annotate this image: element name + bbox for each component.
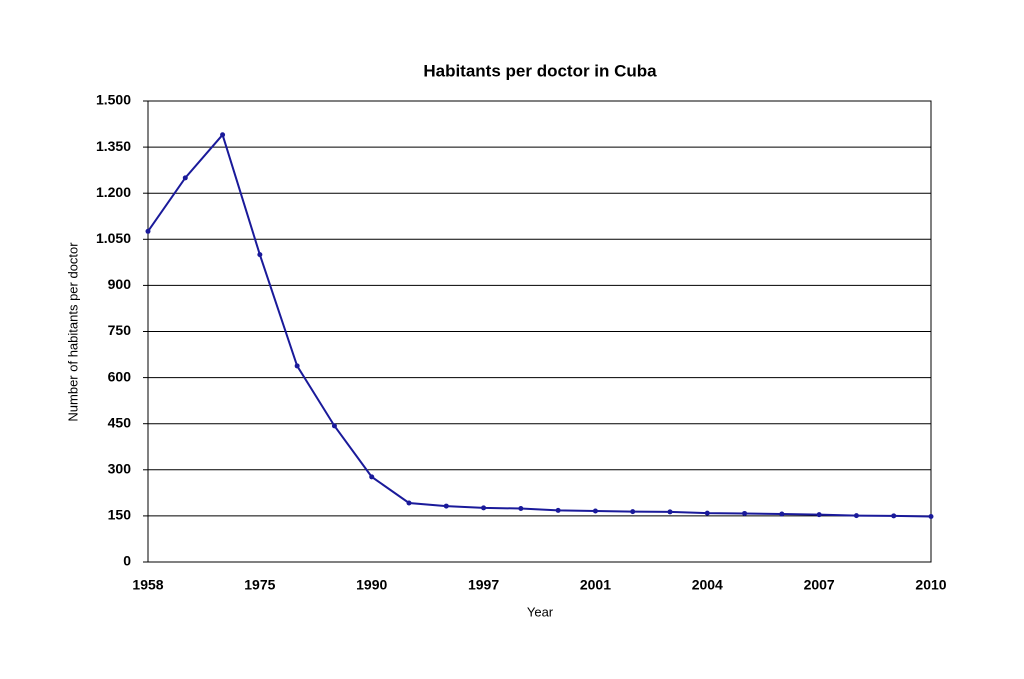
x-tick-label: 1997 [468, 577, 499, 593]
point [853, 513, 859, 519]
point [331, 423, 337, 429]
y-tick-label: 1.050 [96, 230, 131, 246]
point [704, 510, 710, 516]
point [257, 252, 263, 258]
y-tick-label: 1.200 [96, 184, 131, 200]
chart-title: Habitants per doctor in Cuba [423, 61, 657, 80]
y-tick-label: 150 [108, 507, 132, 523]
y-tick-label: 750 [108, 322, 132, 338]
x-tick-label: 2010 [915, 577, 946, 593]
y-tick-label: 600 [108, 368, 132, 384]
point [928, 514, 934, 520]
point [742, 510, 748, 516]
x-tick-label: 1958 [132, 577, 163, 593]
y-tick-label: 1.350 [96, 138, 131, 154]
x-tick-label: 1975 [244, 577, 275, 593]
point [779, 511, 785, 517]
point [294, 363, 300, 369]
point [481, 505, 487, 511]
point [406, 500, 412, 506]
point [369, 474, 375, 480]
point [667, 509, 673, 515]
point [891, 513, 897, 519]
line [147, 132, 932, 518]
x-axis-label: Year [527, 604, 554, 619]
plot-frame [147, 100, 932, 563]
point [816, 512, 822, 518]
point [555, 507, 561, 513]
y-tick-label: 1.500 [96, 92, 131, 108]
point [630, 509, 636, 515]
x-tick-label: 2001 [580, 577, 611, 593]
y-tick-label: 0 [123, 553, 131, 569]
x-tick-label: 2004 [692, 577, 723, 593]
point [592, 508, 598, 514]
x-tick-label: 2007 [804, 577, 835, 593]
point [182, 175, 188, 181]
point [518, 506, 524, 512]
x-tick-label: 1990 [356, 577, 387, 593]
y-axis-label: Number of habitants per doctor [65, 242, 80, 422]
point [145, 228, 151, 234]
point [443, 503, 449, 509]
y-tick-label: 900 [108, 276, 132, 292]
y-tick-label: 450 [108, 414, 132, 430]
y-tick-label: 300 [108, 461, 132, 477]
point [220, 132, 226, 138]
